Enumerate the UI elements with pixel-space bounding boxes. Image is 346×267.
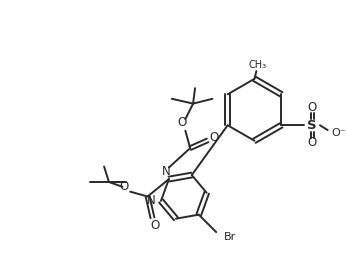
Text: O⁻: O⁻ — [331, 128, 346, 138]
Text: O: O — [308, 136, 317, 149]
Text: O: O — [178, 116, 187, 129]
Text: O: O — [210, 131, 219, 144]
Text: Br: Br — [224, 232, 236, 242]
Text: N: N — [162, 165, 170, 178]
Text: N: N — [146, 194, 155, 207]
Text: S: S — [308, 119, 317, 132]
Text: CH₃: CH₃ — [248, 60, 266, 70]
Text: O: O — [151, 219, 160, 232]
Text: O: O — [308, 101, 317, 114]
Text: O: O — [120, 180, 129, 193]
